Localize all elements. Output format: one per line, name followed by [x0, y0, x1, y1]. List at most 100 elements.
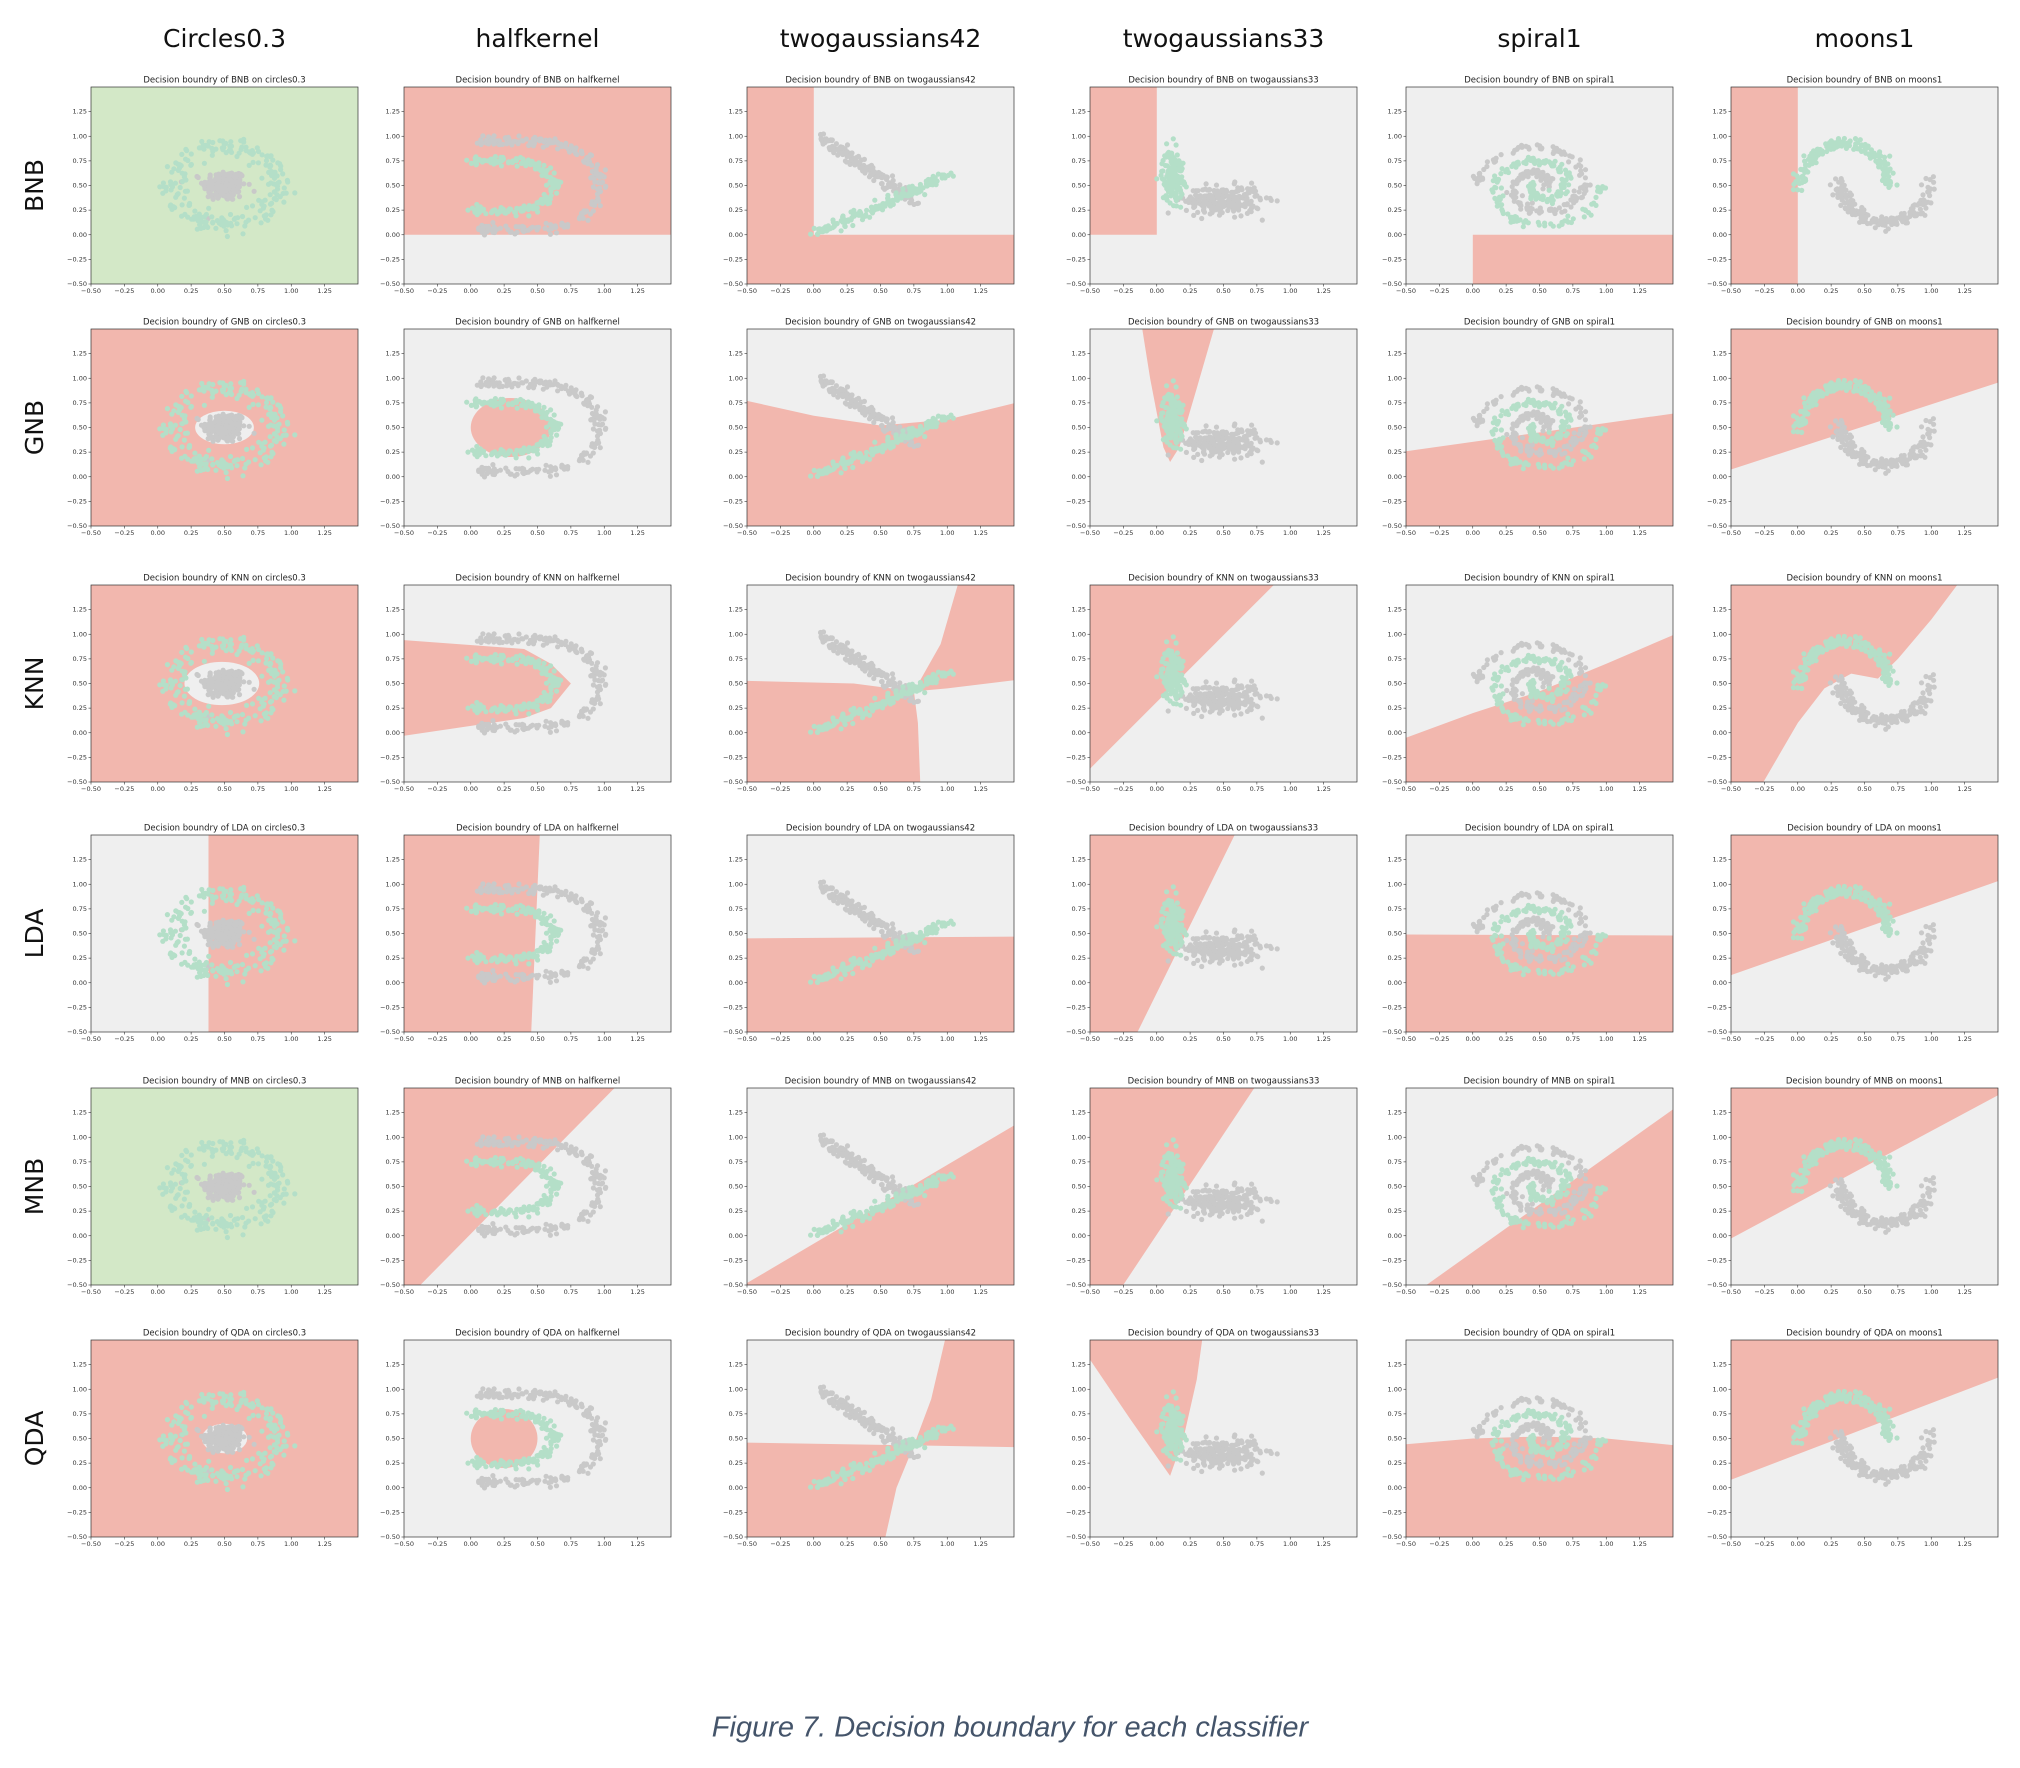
x-tick-label: 0.50 [530, 287, 544, 295]
plot-area [404, 585, 671, 782]
x-tick-label: 0.75 [1891, 529, 1905, 537]
y-tick-label: 1.00 [1388, 880, 1402, 888]
x-tick-label: 0.00 [464, 529, 478, 537]
y-tick-label: −0.25 [1066, 1256, 1086, 1264]
row-label: GNB [20, 400, 49, 455]
x-tick-label: 1.25 [630, 287, 644, 295]
panel-title: Decision boundry of BNB on circles0.3 [143, 76, 305, 86]
y-tick-label: 1.25 [386, 1361, 400, 1369]
x-tick-label: −0.25 [1429, 1288, 1449, 1296]
y-tick-label: 0.50 [386, 930, 400, 938]
y-tick-label: −0.25 [67, 753, 87, 761]
x-tick-label: 0.25 [1824, 529, 1838, 537]
x-tick-label: −0.50 [1080, 1288, 1100, 1296]
x-tick-label: 1.25 [1316, 529, 1330, 537]
y-tick-label: 0.75 [1388, 157, 1402, 165]
y-tick-label: 0.25 [386, 1207, 400, 1215]
x-tick-label: 1.00 [1924, 529, 1938, 537]
x-tick-label: 0.00 [1150, 1540, 1164, 1548]
panel: Decision boundry of QDA on moons1−0.50−0… [1707, 1329, 1999, 1548]
y-tick-label: 0.25 [1388, 1207, 1402, 1215]
y-tick-label: 1.25 [73, 606, 87, 614]
panel: Decision boundry of MNB on halfkernel −0.… [380, 1077, 672, 1296]
y-tick-label: −0.25 [1707, 1003, 1727, 1011]
y-tick-label: −0.25 [67, 1256, 87, 1264]
y-tick-label: 1.25 [1713, 1361, 1727, 1369]
y-tick-label: 1.00 [1072, 630, 1086, 638]
panel-title: Decision boundry of KNN on twogaussians4… [785, 574, 976, 584]
y-tick-label: 0.00 [386, 231, 400, 239]
x-tick-label: 0.00 [464, 1288, 478, 1296]
x-tick-label: 0.75 [1250, 1035, 1264, 1043]
x-tick-label: 1.00 [1283, 1540, 1297, 1548]
x-tick-label: 0.25 [840, 287, 854, 295]
row-label: MNB [20, 1158, 49, 1215]
x-tick-label: 1.00 [1283, 1288, 1297, 1296]
y-tick-label: 0.75 [1713, 157, 1727, 165]
y-tick-label: 0.50 [1072, 680, 1086, 688]
x-tick-label: 1.00 [597, 1035, 611, 1043]
plot-area [747, 585, 1014, 782]
y-tick-label: 1.25 [73, 1109, 87, 1117]
x-tick-label: −0.25 [1754, 1288, 1774, 1296]
y-tick-label: −0.50 [1707, 778, 1727, 786]
y-tick-label: 0.75 [386, 157, 400, 165]
y-tick-label: 1.25 [386, 108, 400, 116]
x-tick-label: −0.25 [1429, 1035, 1449, 1043]
x-tick-label: 1.00 [597, 785, 611, 793]
x-tick-label: −0.50 [1080, 785, 1100, 793]
panel: Decision boundry of QDA on twogaussians3… [1066, 1329, 1358, 1548]
y-tick-label: −0.25 [723, 1508, 743, 1516]
y-tick-label: 0.25 [1713, 206, 1727, 214]
panel-title: Decision boundry of MNB on twogaussians4… [785, 1077, 977, 1087]
y-tick-label: 1.25 [386, 856, 400, 864]
y-tick-label: 0.75 [73, 157, 87, 165]
x-tick-label: 0.50 [1216, 1540, 1230, 1548]
decision-region [1406, 413, 1673, 526]
x-tick-label: 0.75 [1891, 1288, 1905, 1296]
y-tick-label: −0.50 [67, 1533, 87, 1541]
y-tick-label: 1.00 [1072, 374, 1086, 382]
plot-area [1731, 1088, 1998, 1285]
x-tick-label: 0.00 [807, 785, 821, 793]
y-tick-label: 1.00 [1072, 132, 1086, 140]
panel-title: Decision boundry of LDA on moons1 [1787, 824, 1942, 834]
x-tick-label: −0.50 [1721, 1288, 1741, 1296]
x-tick-label: 0.75 [564, 287, 578, 295]
panel-title: Decision boundry of QDA on circles0.3 [143, 1329, 306, 1339]
decision-region [1406, 934, 1673, 1032]
y-tick-label: 0.75 [73, 399, 87, 407]
panel: Decision boundry of KNN on twogaussians3… [1066, 574, 1358, 793]
x-tick-label: 1.00 [1283, 287, 1297, 295]
plot-area [1406, 1340, 1673, 1537]
y-tick-label: 0.75 [1388, 1410, 1402, 1418]
x-tick-label: 1.00 [284, 287, 298, 295]
y-tick-label: −0.50 [1066, 1028, 1086, 1036]
x-tick-label: −0.50 [394, 1288, 414, 1296]
x-tick-label: 0.75 [564, 785, 578, 793]
y-tick-label: −0.25 [723, 753, 743, 761]
x-tick-label: 0.75 [1566, 287, 1580, 295]
y-tick-label: 0.25 [1388, 954, 1402, 962]
x-tick-label: −0.25 [770, 529, 790, 537]
x-tick-label: −0.25 [1113, 529, 1133, 537]
panel-title: Decision boundry of QDA on twogaussians3… [1128, 1329, 1319, 1339]
x-tick-label: 0.50 [530, 529, 544, 537]
y-tick-label: 0.50 [1388, 680, 1402, 688]
x-tick-label: 0.75 [1566, 529, 1580, 537]
x-tick-label: 0.25 [1499, 1540, 1513, 1548]
y-tick-label: −0.50 [1382, 1533, 1402, 1541]
x-tick-label: 0.00 [1791, 785, 1805, 793]
x-tick-label: 0.25 [1183, 1288, 1197, 1296]
x-tick-label: 1.00 [1599, 287, 1613, 295]
x-tick-label: 1.25 [1316, 287, 1330, 295]
y-tick-label: 0.25 [386, 954, 400, 962]
y-tick-label: 0.75 [729, 655, 743, 663]
y-tick-label: 0.00 [73, 979, 87, 987]
y-tick-label: 0.25 [73, 206, 87, 214]
decision-region [208, 835, 358, 1032]
plot-area [91, 585, 358, 782]
y-tick-label: 0.75 [386, 1410, 400, 1418]
y-tick-label: 1.00 [386, 132, 400, 140]
x-tick-label: 0.25 [840, 1540, 854, 1548]
